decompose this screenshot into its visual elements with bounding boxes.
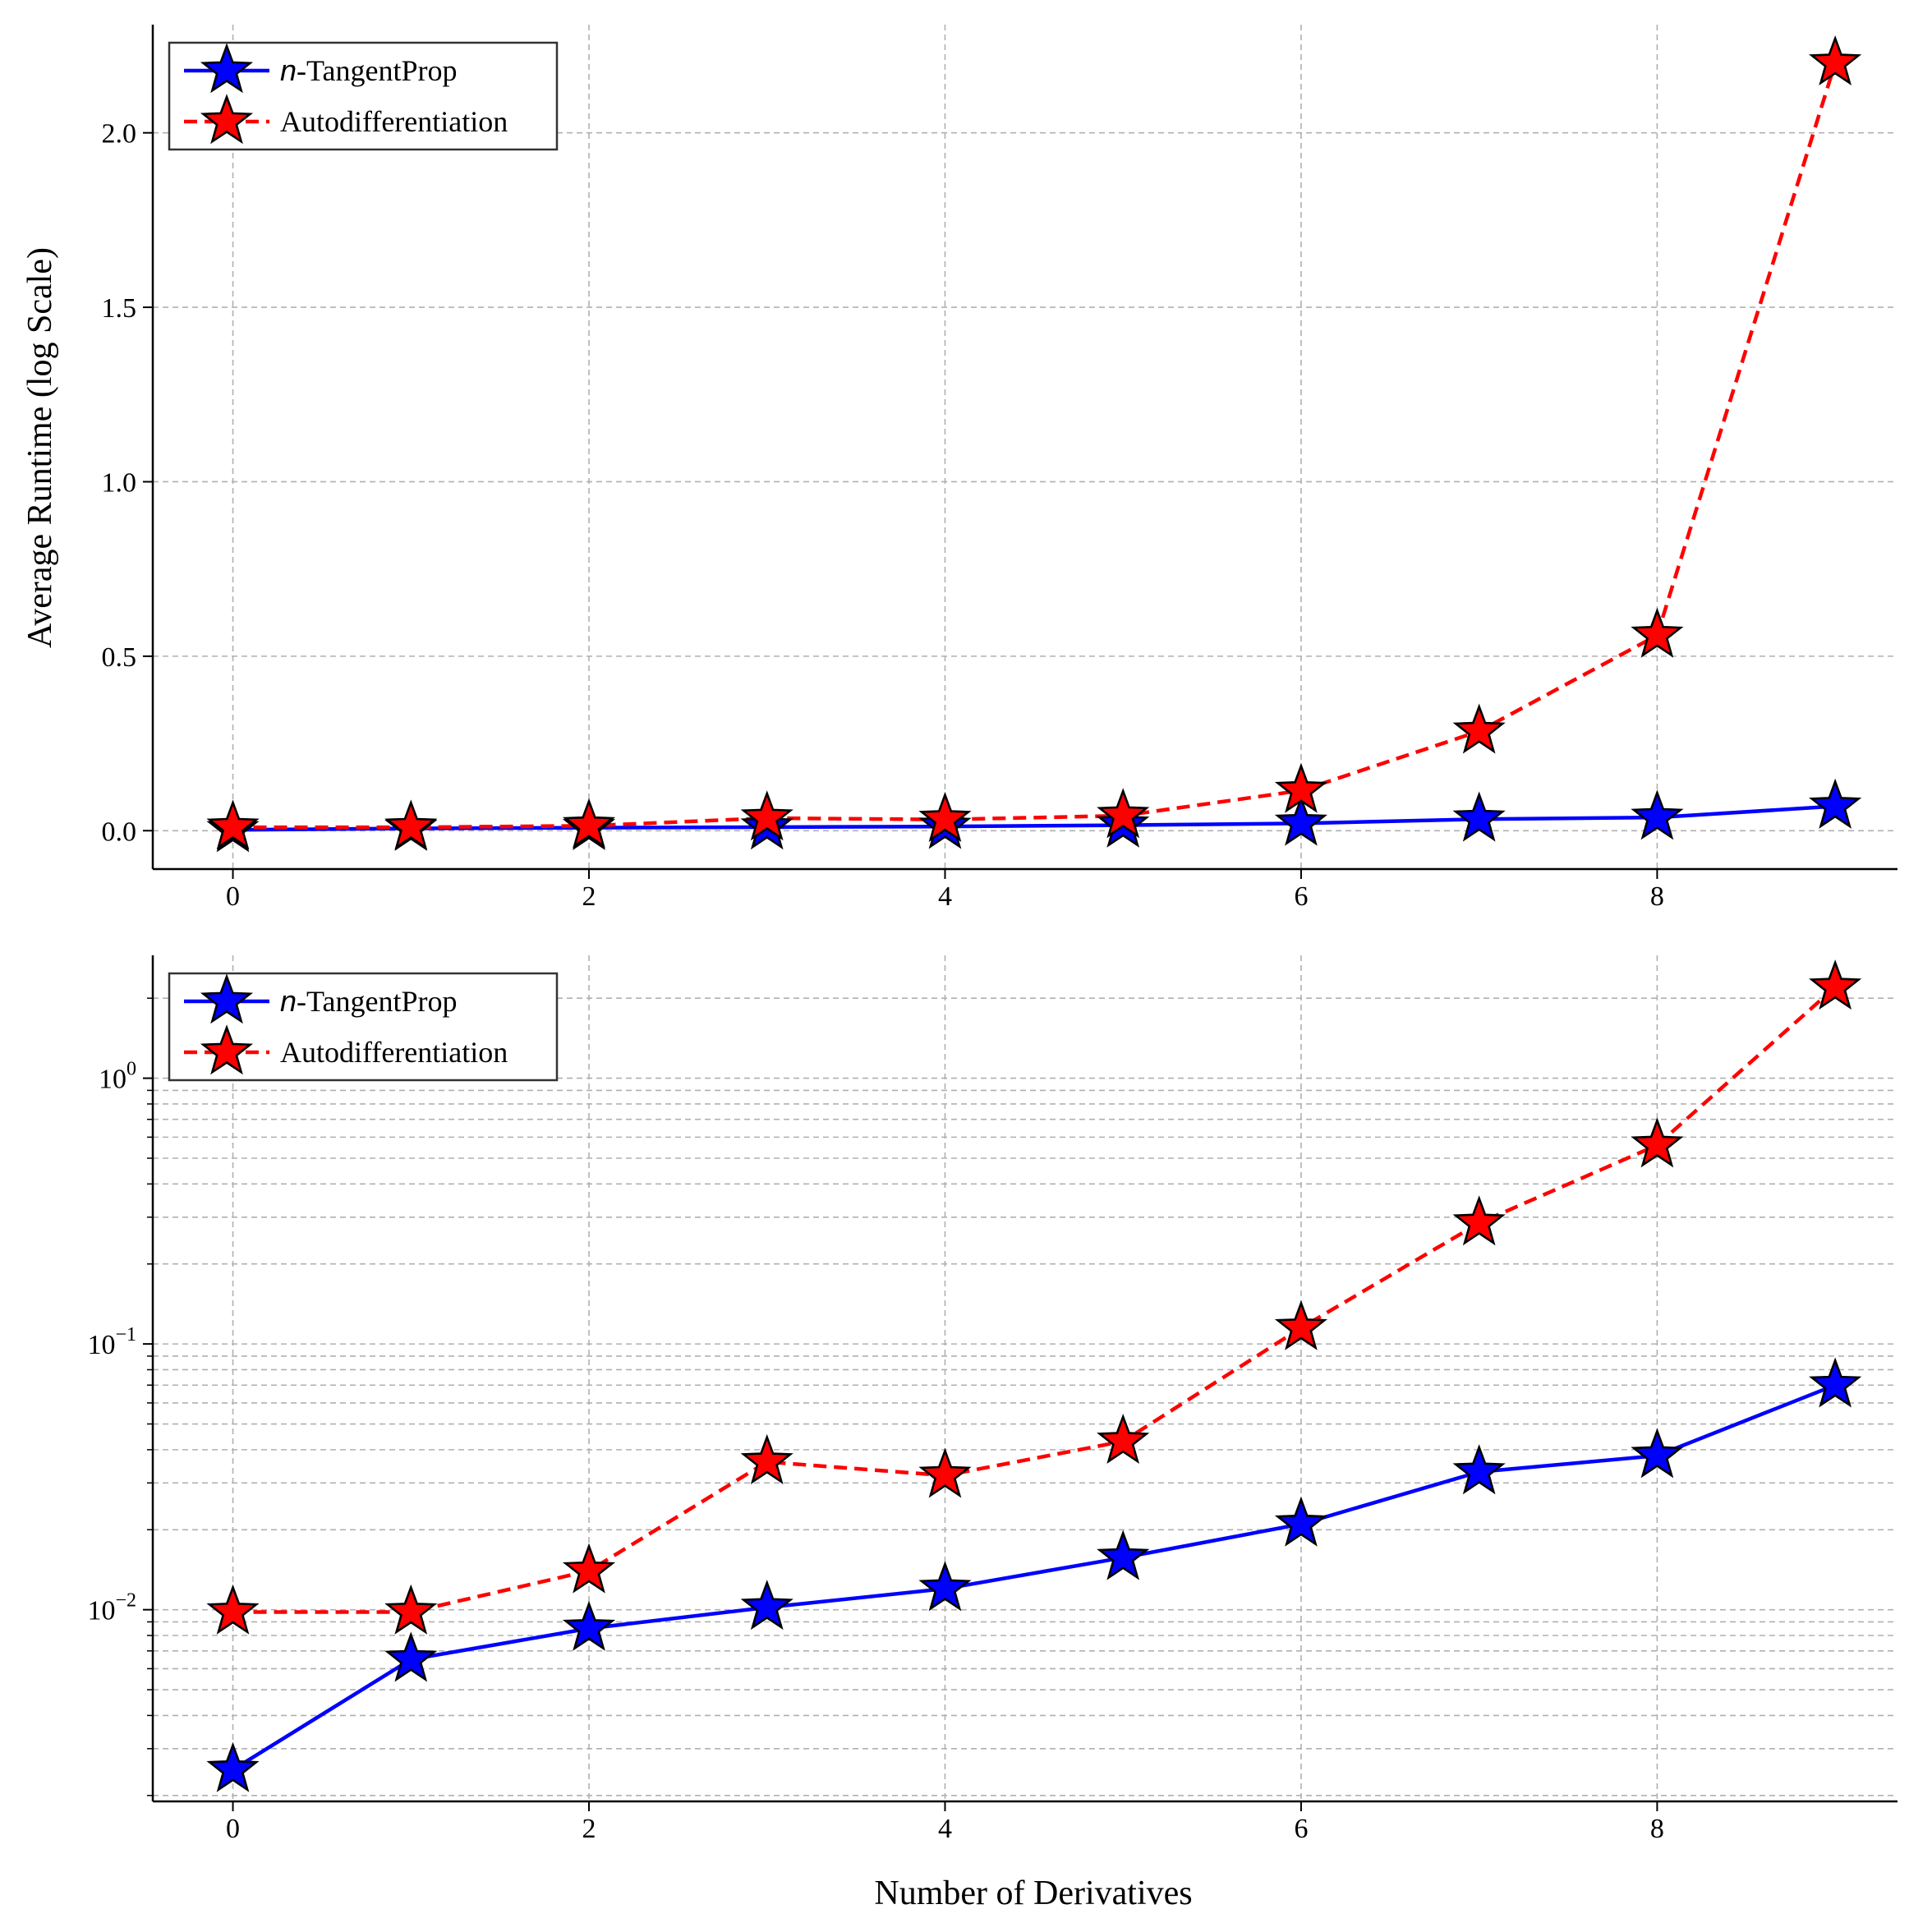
y-tick-label: 1.5: [102, 293, 137, 324]
ntangentprop-star-marker: [918, 1561, 972, 1612]
grid-lines: [153, 25, 1898, 869]
ntangentprop-star-marker: [740, 1580, 794, 1631]
autodiff-star-marker: [1452, 703, 1506, 754]
x-tick-label: 2: [582, 881, 596, 912]
autodiff-star-marker: [1097, 788, 1150, 839]
y-tick-label: 2.0: [102, 119, 137, 150]
autodiff-star-marker: [1809, 34, 1862, 86]
ntangentprop-star-marker: [1452, 791, 1506, 842]
autodiff-series-line: [232, 986, 1837, 1614]
x-tick-label: 6: [1294, 881, 1308, 912]
ntangentprop-star-marker: [562, 1600, 616, 1651]
x-tick-label: 6: [1294, 1814, 1308, 1844]
autodiff-star-marker: [562, 1543, 616, 1594]
autodiff-star-marker: [918, 791, 972, 842]
ntangentprop-star-marker: [1809, 778, 1862, 829]
ntangentprop-series-line: [232, 1383, 1836, 1772]
autodiff-star-marker: [740, 1433, 794, 1484]
ntangentprop-star-marker: [384, 1631, 438, 1682]
legend-label: n-TangentProp: [280, 53, 457, 87]
x-tick-label: 8: [1650, 881, 1664, 912]
x-tick-label: 8: [1650, 1814, 1664, 1844]
y-tick-label: 10−2: [87, 1590, 136, 1626]
y-tick-label: 100: [99, 1059, 136, 1095]
ntangentprop-star-marker: [1274, 1496, 1328, 1547]
autodiff-star-marker: [918, 1447, 972, 1498]
legend-star-marker: [200, 973, 254, 1024]
ntangentprop-star-marker: [1809, 1357, 1862, 1408]
x-tick-label: 2: [582, 1814, 596, 1844]
ntangentprop-star-marker: [1631, 789, 1684, 840]
legend-star-marker: [200, 94, 254, 145]
autodiff-star-marker: [1274, 1300, 1328, 1350]
autodiff-star-marker: [1631, 1117, 1684, 1168]
x-tick-label: 4: [938, 1814, 952, 1844]
ntangentprop-star-marker: [206, 1741, 260, 1792]
autodiff-star-marker: [562, 798, 616, 849]
y-axis-title: Average Runtime (log Scale): [21, 247, 59, 648]
autodiff-star-marker: [1274, 762, 1328, 813]
legend-label: Autodifferentiation: [280, 105, 508, 138]
legend: n-TangentProp Autodifferentiation: [168, 972, 559, 1082]
legend-star-marker: [200, 43, 254, 94]
legend: n-TangentProp Autodifferentiation: [168, 41, 559, 151]
autodiff-star-marker: [384, 799, 438, 850]
y-tick-label: 10−1: [87, 1324, 136, 1360]
legend-label: Autodifferentiation: [280, 1036, 508, 1069]
autodiff-star-marker: [1097, 1413, 1150, 1465]
y-tick-label: 0.0: [102, 816, 137, 847]
autodiff-star-marker: [206, 1584, 260, 1635]
ntangentprop-star-marker: [1631, 1428, 1684, 1479]
ntangentprop-star-marker: [1452, 1444, 1506, 1495]
x-tick-label: 4: [938, 881, 952, 912]
x-tick-label: 0: [226, 1814, 240, 1844]
ntangentprop-star-marker: [1274, 795, 1328, 846]
ntangentprop-star-marker: [1097, 1530, 1150, 1580]
y-tick-label: 1.0: [102, 467, 137, 498]
autodiff-star-marker: [1631, 607, 1684, 658]
linear-scale-panel: 0 2 4 6 8 0.0 0.5 1.0 1.5 2.0 n-TangentProp Autodif…: [102, 25, 1898, 912]
autodiff-star-marker: [740, 790, 794, 841]
legend-label: n-TangentProp: [280, 984, 457, 1018]
autodiff-star-marker: [206, 799, 260, 850]
autodiff-series-line: [232, 62, 1838, 830]
autodiff-star-marker: [384, 1584, 438, 1635]
legend-star-marker: [200, 1024, 254, 1075]
x-axis-title: Number of Derivatives: [874, 1874, 1192, 1912]
autodiff-star-marker: [1452, 1195, 1506, 1246]
x-tick-label: 0: [226, 881, 240, 912]
autodiff-star-marker: [1809, 959, 1862, 1010]
y-tick-label: 0.5: [102, 642, 137, 673]
log-scale-panel: 0 2 4 6 8 10−2 10−1 100 n-TangentProp Autodiffere…: [87, 955, 1898, 1844]
